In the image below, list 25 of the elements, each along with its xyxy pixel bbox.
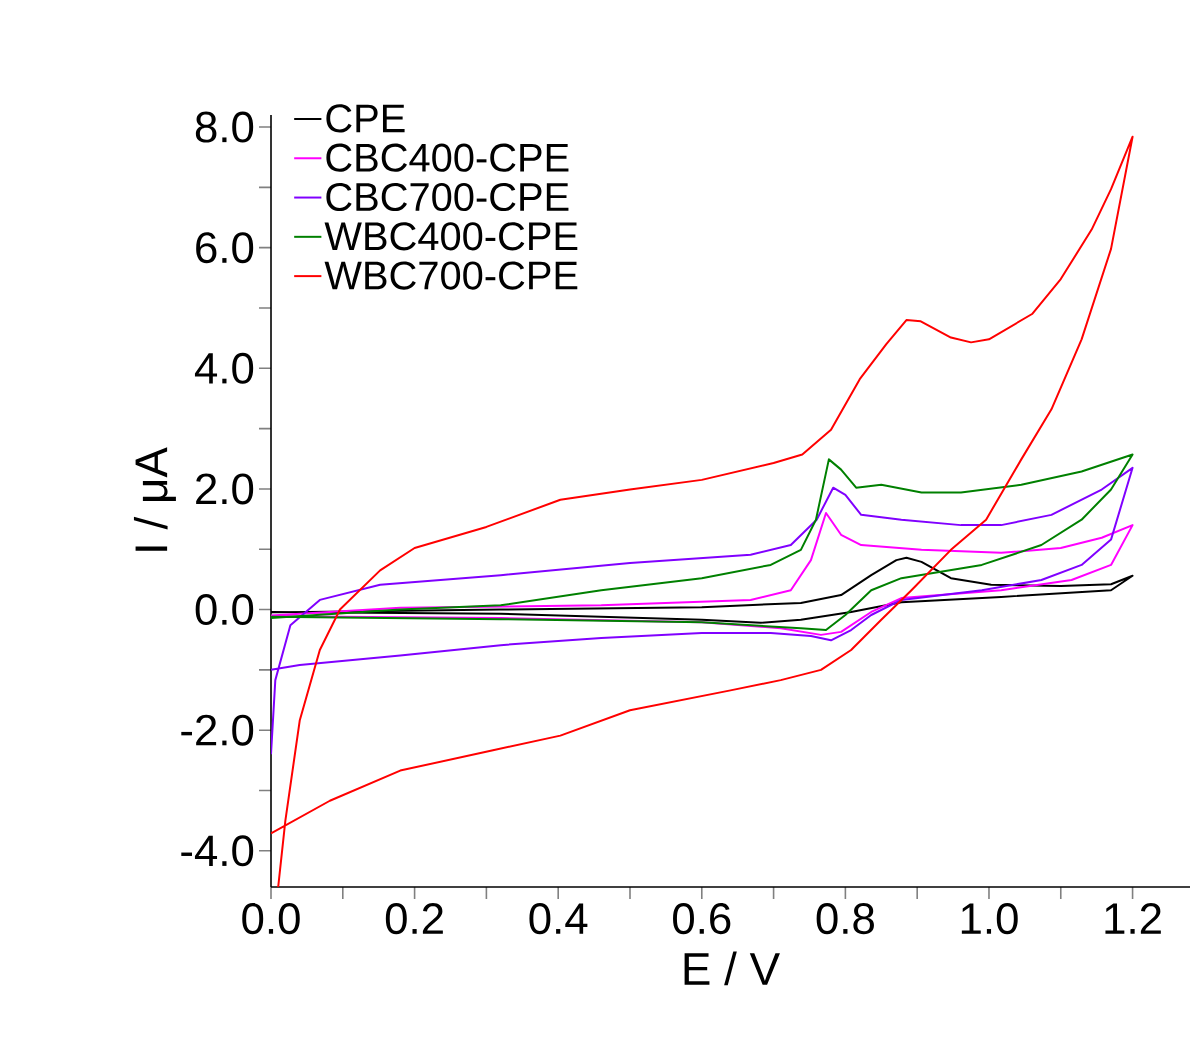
y-tick-label: 2.0 (196, 473, 254, 505)
line-series (271, 453, 1134, 632)
legend-label: CBC400-CPE (326, 143, 569, 172)
line-series (271, 512, 1134, 636)
x-tick-label: 0.0 (242, 903, 300, 935)
line-series (271, 466, 1134, 756)
y-tick-label: -2.0 (181, 714, 254, 746)
y-tick-label: 4.0 (194, 352, 254, 384)
x-tick-label: 0.8 (816, 903, 874, 935)
y-tick-label: 8.0 (195, 111, 254, 143)
legend-label: WBC700-CPE (324, 261, 578, 290)
line-series (271, 135, 1134, 887)
legend-label: CPE (326, 104, 405, 133)
x-tick-label: 0.4 (529, 903, 588, 935)
legend-label: CBC700-CPE (326, 182, 569, 212)
y-tick-label: 6.0 (196, 232, 254, 264)
legend-label: WBC400-CPE (324, 222, 578, 251)
y-axis-title: I / μA (133, 447, 176, 551)
x-tick-label: 0.6 (673, 903, 731, 935)
x-axis-title: E / V (684, 951, 780, 986)
y-tick-label: -4.0 (181, 835, 254, 867)
x-tick-label: 0.2 (385, 903, 443, 935)
x-tick-label: 1.2 (1105, 903, 1161, 934)
y-tick-label: 0.0 (195, 594, 254, 626)
x-tick-label: 1.0 (961, 903, 1018, 935)
